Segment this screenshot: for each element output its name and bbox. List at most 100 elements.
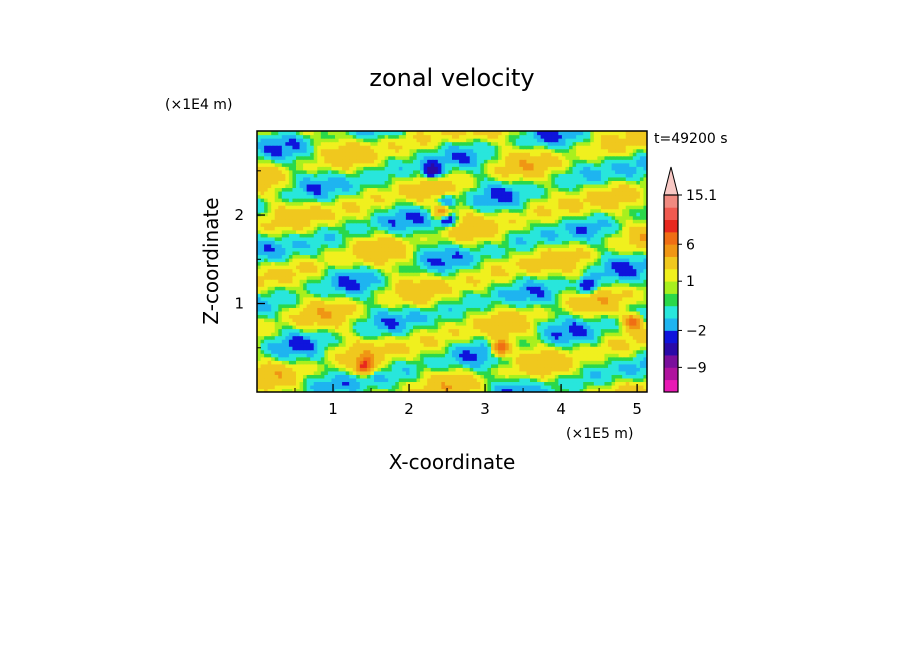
heatmap-cell bbox=[455, 356, 460, 361]
heatmap-cell bbox=[391, 335, 396, 340]
heatmap-cell bbox=[264, 265, 269, 270]
heatmap-cell bbox=[338, 286, 343, 291]
heatmap-cell bbox=[572, 303, 577, 308]
heatmap-cell bbox=[377, 381, 382, 386]
heatmap-cell bbox=[576, 339, 581, 344]
heatmap-cell bbox=[423, 332, 428, 337]
heatmap-cell bbox=[434, 247, 439, 252]
heatmap-cell bbox=[288, 303, 294, 308]
heatmap-cell bbox=[561, 303, 567, 308]
heatmap-cell bbox=[480, 346, 485, 351]
heatmap-cell bbox=[561, 332, 567, 337]
heatmap-cell bbox=[558, 233, 563, 238]
heatmap-cell bbox=[533, 236, 538, 241]
heatmap-cell bbox=[643, 247, 647, 252]
heatmap-cell bbox=[281, 240, 286, 245]
heatmap-cell bbox=[317, 374, 322, 379]
heatmap-cell bbox=[306, 346, 311, 351]
heatmap-cell bbox=[643, 381, 647, 386]
heatmap-cell bbox=[491, 233, 496, 238]
heatmap-cell bbox=[540, 261, 545, 266]
heatmap-cell bbox=[615, 268, 620, 273]
heatmap-cell bbox=[296, 250, 301, 256]
heatmap-cell bbox=[430, 307, 435, 312]
heatmap-cell bbox=[366, 247, 372, 252]
heatmap-cell bbox=[551, 381, 556, 386]
heatmap-cell bbox=[437, 363, 442, 368]
heatmap-cell bbox=[643, 307, 647, 312]
heatmap-cell bbox=[480, 268, 485, 273]
heatmap-cell bbox=[537, 279, 542, 284]
heatmap-cell bbox=[572, 370, 577, 375]
heatmap-cell bbox=[590, 279, 595, 284]
heatmap-cell bbox=[335, 250, 340, 256]
heatmap-cell bbox=[625, 353, 630, 358]
heatmap-cell bbox=[366, 381, 372, 386]
heatmap-cell bbox=[508, 272, 513, 277]
heatmap-cell bbox=[405, 261, 411, 266]
heatmap-cell bbox=[416, 268, 421, 273]
heatmap-cell bbox=[576, 268, 581, 273]
heatmap-cell bbox=[494, 236, 499, 241]
heatmap-cell bbox=[519, 353, 524, 358]
heatmap-cell bbox=[342, 328, 347, 333]
heatmap-cell bbox=[388, 356, 393, 361]
heatmap-cell bbox=[420, 293, 425, 298]
heatmap-cell bbox=[491, 332, 496, 337]
heatmap-cell bbox=[437, 339, 442, 344]
heatmap-cell bbox=[615, 250, 620, 256]
heatmap-cell bbox=[462, 282, 467, 287]
heatmap-cell bbox=[345, 324, 350, 330]
heatmap-cell bbox=[405, 282, 411, 287]
heatmap-cell bbox=[420, 342, 425, 347]
heatmap-cell bbox=[533, 257, 538, 263]
heatmap-cell bbox=[608, 243, 613, 248]
heatmap-cell bbox=[420, 254, 425, 259]
heatmap-cell bbox=[501, 279, 506, 284]
heatmap-cell bbox=[416, 360, 421, 365]
heatmap-cell bbox=[466, 240, 471, 245]
heatmap-cell bbox=[388, 229, 393, 234]
heatmap-cell bbox=[540, 268, 545, 273]
heatmap-cell bbox=[611, 360, 616, 365]
heatmap-cell bbox=[366, 367, 372, 372]
heatmap-cell bbox=[413, 310, 418, 316]
heatmap-cell bbox=[583, 293, 588, 298]
heatmap-cell bbox=[611, 324, 616, 330]
heatmap-cell bbox=[260, 229, 265, 234]
heatmap-cell bbox=[530, 296, 535, 301]
heatmap-cell bbox=[643, 317, 647, 323]
heatmap-cell bbox=[331, 303, 336, 308]
heatmap-cell bbox=[306, 286, 311, 291]
heatmap-cell bbox=[459, 268, 464, 273]
heatmap-cell bbox=[572, 321, 577, 326]
heatmap-cell bbox=[600, 272, 606, 277]
heatmap-cell bbox=[579, 332, 584, 337]
heatmap-cell bbox=[491, 317, 496, 323]
heatmap-cell bbox=[512, 384, 517, 390]
heatmap-cell bbox=[374, 324, 379, 330]
heatmap-cell bbox=[632, 324, 637, 330]
heatmap-cell bbox=[402, 374, 407, 379]
heatmap-cell bbox=[618, 254, 623, 259]
heatmap-cell bbox=[473, 257, 478, 263]
heatmap-cell bbox=[288, 381, 294, 386]
heatmap-cell bbox=[586, 324, 591, 330]
heatmap-cell bbox=[569, 388, 574, 392]
heatmap-cell bbox=[547, 332, 552, 337]
heatmap-cell bbox=[342, 275, 347, 280]
heatmap-cell bbox=[611, 339, 616, 344]
heatmap-cell bbox=[285, 317, 290, 323]
heatmap-cell bbox=[384, 384, 389, 390]
heatmap-cell bbox=[455, 254, 460, 259]
heatmap-cell bbox=[313, 384, 318, 390]
heatmap-cell bbox=[551, 342, 556, 347]
heatmap-cell bbox=[558, 310, 563, 316]
heatmap-cell bbox=[455, 388, 460, 392]
heatmap-cell bbox=[590, 261, 595, 266]
heatmap-cell bbox=[441, 279, 446, 284]
heatmap-cell bbox=[274, 346, 279, 351]
heatmap-cell bbox=[498, 356, 503, 361]
heatmap-cell bbox=[480, 381, 485, 386]
heatmap-cell bbox=[554, 339, 559, 344]
